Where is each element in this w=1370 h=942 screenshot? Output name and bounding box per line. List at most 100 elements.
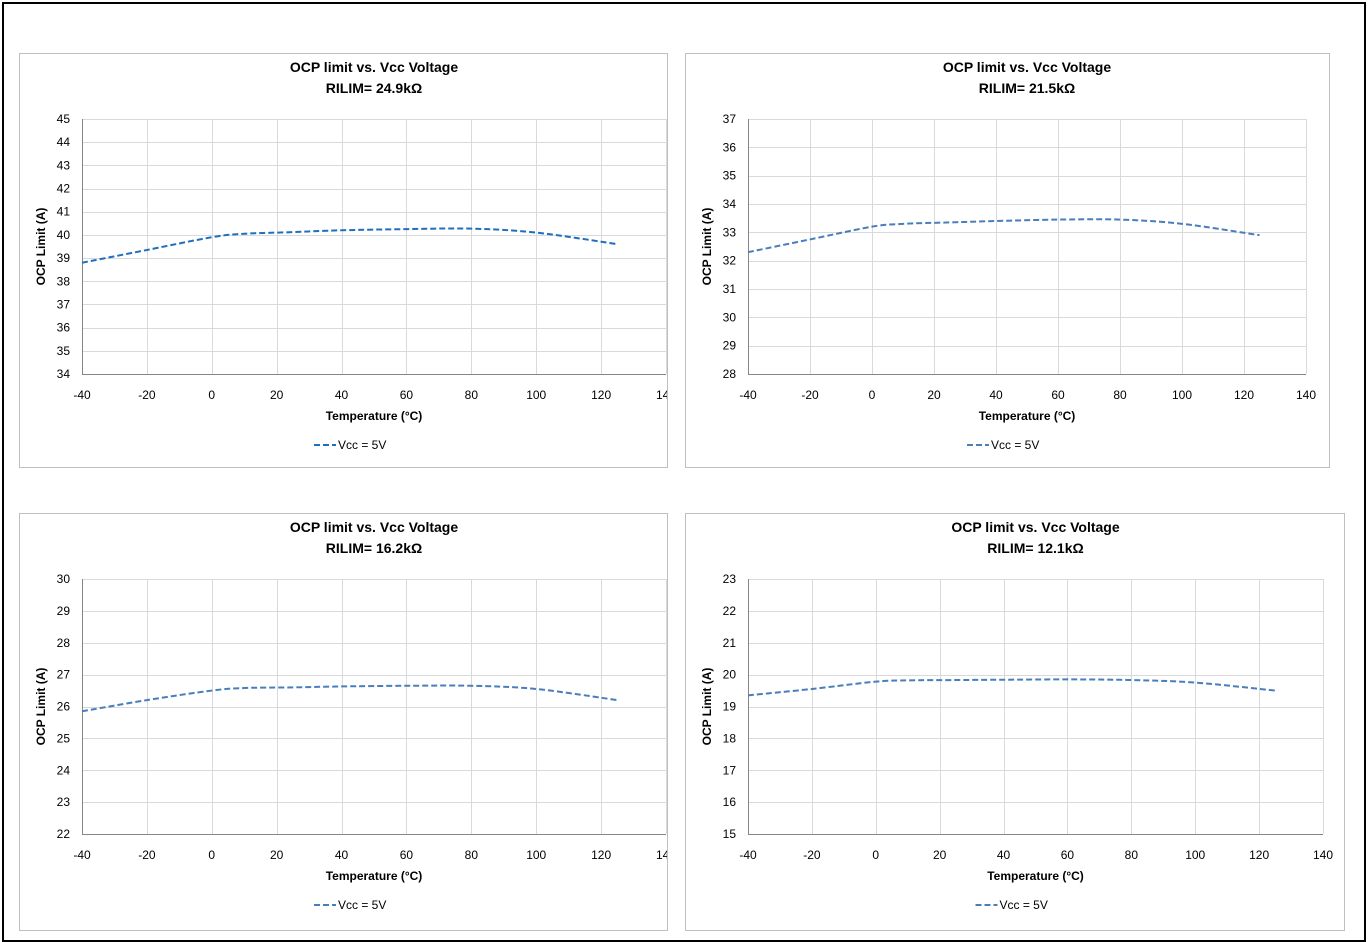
legend-label: Vcc = 5V (338, 438, 386, 452)
gridlines (748, 119, 1307, 375)
y-tick-label: 33 (723, 225, 737, 239)
x-tick-label: 100 (1172, 388, 1192, 402)
x-tick-label: 60 (1051, 388, 1065, 402)
y-tick-label: 27 (57, 668, 71, 682)
x-tick-label: 140 (1296, 388, 1316, 402)
y-tick-label: 19 (723, 700, 737, 714)
x-tick-label: 40 (335, 848, 349, 862)
series-line-vcc-5v (747, 218, 1260, 254)
x-tick-label: 140 (656, 848, 667, 862)
x-tick-label: -20 (138, 848, 156, 862)
y-axis-label: OCP Limit (A) (700, 668, 714, 746)
y-tick-label: 37 (723, 112, 737, 126)
x-tick-label: 80 (465, 388, 479, 402)
chart-subtitle: RILIM= 24.9kΩ (326, 80, 422, 96)
x-tick-label: 100 (526, 388, 546, 402)
x-tick-label: 0 (869, 388, 876, 402)
y-tick-label: 36 (57, 321, 71, 335)
y-tick-label: 20 (723, 668, 737, 682)
y-tick-label: 37 (57, 297, 71, 311)
y-tick-label: 22 (57, 827, 71, 841)
x-tick-label: 80 (465, 848, 479, 862)
x-tick-label: -40 (739, 388, 757, 402)
x-tick-label: 60 (400, 388, 414, 402)
x-tick-label: 40 (989, 388, 1003, 402)
x-tick-label: -40 (73, 848, 91, 862)
y-tick-label: 23 (57, 795, 71, 809)
x-tick-label: 140 (1313, 848, 1333, 862)
y-tick-label: 21 (723, 636, 737, 650)
series-line-vcc-5v (81, 227, 618, 264)
x-axis-label: Temperature (°C) (987, 869, 1084, 883)
y-tick-label: 43 (57, 158, 71, 172)
y-tick-label: 29 (57, 604, 71, 618)
x-tick-label: 0 (208, 388, 215, 402)
x-tick-label: 120 (1234, 388, 1254, 402)
gridlines (82, 579, 667, 835)
chart-subtitle: RILIM= 16.2kΩ (326, 540, 422, 556)
y-tick-label: 17 (723, 763, 737, 777)
legend-label: Vcc = 5V (991, 438, 1039, 452)
y-tick-label: 34 (57, 367, 71, 381)
chart-title: OCP limit vs. Vcc Voltage (290, 519, 459, 535)
x-tick-label: 60 (1061, 848, 1075, 862)
chart-title: OCP limit vs. Vcc Voltage (951, 519, 1120, 535)
chart-svg: OCP limit vs. Vcc Voltage RILIM= 16.2kΩ -4… (34, 519, 667, 912)
x-tick-label: 0 (208, 848, 215, 862)
x-tick-label: -20 (801, 388, 819, 402)
y-tick-label: 41 (57, 205, 71, 219)
chart-panel-rilim-16-2k: OCP limit vs. Vcc Voltage RILIM= 16.2kΩ -4… (19, 513, 668, 931)
y-tick-label: 25 (57, 731, 71, 745)
y-axis-label: OCP Limit (A) (34, 668, 48, 746)
y-tick-label: 29 (723, 339, 737, 353)
y-tick-label: 18 (723, 731, 737, 745)
y-tick-label: 31 (723, 282, 737, 296)
y-tick-label: 39 (57, 251, 71, 265)
y-tick-label: 22 (723, 604, 737, 618)
x-tick-label: 40 (997, 848, 1011, 862)
chart-svg: OCP limit vs. Vcc Voltage RILIM= 12.1kΩ -4… (700, 519, 1333, 912)
x-tick-label: 20 (933, 848, 947, 862)
y-tick-label: 40 (57, 228, 71, 242)
y-tick-label: 24 (57, 763, 71, 777)
y-axis-label: OCP Limit (A) (34, 208, 48, 286)
x-tick-label: 40 (335, 388, 349, 402)
series-line-vcc-5v (747, 678, 1276, 697)
y-tick-label: 34 (723, 197, 737, 211)
legend-label: Vcc = 5V (1000, 898, 1048, 912)
y-tick-label: 36 (723, 140, 737, 154)
y-tick-label: 23 (723, 572, 737, 586)
x-axis-label: Temperature (°C) (979, 409, 1076, 423)
x-tick-label: 80 (1113, 388, 1127, 402)
chart-svg: OCP limit vs. Vcc Voltage RILIM= 24.9kΩ -4… (34, 59, 667, 452)
chart-panel-rilim-21-5k: OCP limit vs. Vcc Voltage RILIM= 21.5kΩ -4… (685, 53, 1330, 468)
x-tick-label: -40 (73, 388, 91, 402)
x-tick-label: 80 (1125, 848, 1139, 862)
y-tick-label: 35 (57, 344, 71, 358)
x-tick-label: 120 (1249, 848, 1269, 862)
x-tick-label: 120 (591, 388, 611, 402)
chart-panel-rilim-12-1k: OCP limit vs. Vcc Voltage RILIM= 12.1kΩ -4… (685, 513, 1345, 931)
y-axis-label: OCP Limit (A) (700, 208, 714, 286)
y-tick-label: 28 (723, 367, 737, 381)
x-tick-label: 20 (927, 388, 941, 402)
y-tick-label: 32 (723, 254, 737, 268)
x-tick-label: -20 (803, 848, 821, 862)
y-tick-label: 16 (723, 795, 737, 809)
chart-panel-rilim-24-9k: OCP limit vs. Vcc Voltage RILIM= 24.9kΩ -4… (19, 53, 668, 468)
y-tick-label: 35 (723, 169, 737, 183)
y-tick-label: 44 (57, 135, 71, 149)
series-line-vcc-5v (81, 684, 618, 713)
y-tick-label: 28 (57, 636, 71, 650)
x-tick-label: 140 (656, 388, 667, 402)
x-tick-label: 20 (270, 848, 284, 862)
x-tick-label: -20 (138, 388, 156, 402)
chart-subtitle: RILIM= 21.5kΩ (979, 80, 1075, 96)
y-tick-label: 45 (57, 112, 71, 126)
chart-svg: OCP limit vs. Vcc Voltage RILIM= 21.5kΩ -4… (700, 59, 1316, 452)
x-axis-label: Temperature (°C) (326, 869, 423, 883)
x-tick-label: 120 (591, 848, 611, 862)
x-axis-label: Temperature (°C) (326, 409, 423, 423)
chart-subtitle: RILIM= 12.1kΩ (987, 540, 1083, 556)
gridlines (748, 579, 1324, 835)
